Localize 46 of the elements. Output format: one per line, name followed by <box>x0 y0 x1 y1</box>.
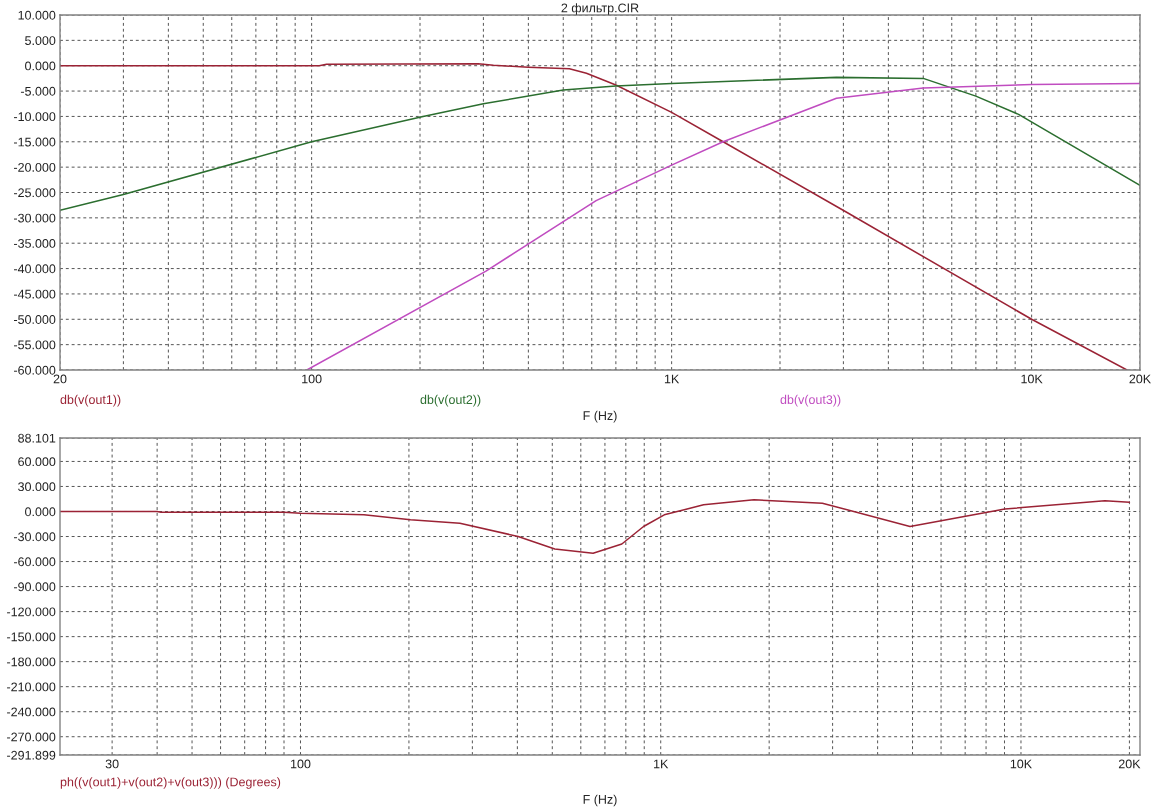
y-tick-label: -55.000 <box>14 340 56 350</box>
x-tick-label: 100 <box>302 374 322 384</box>
y-tick-label: -50.000 <box>14 315 56 324</box>
y-tick-label: -180.000 <box>7 657 56 667</box>
x-tick-label: 10K <box>1010 759 1032 769</box>
y-tick-label: -291.899 <box>7 750 56 760</box>
y-tick-label: -210.000 <box>7 682 56 692</box>
y-tick-label: -10.000 <box>14 112 56 122</box>
y-tick-label: 0.000 <box>25 507 56 517</box>
y-tick-label: 0.000 <box>25 61 56 71</box>
x-tick-label: 20K <box>1118 759 1141 769</box>
y-tick-label: -150.000 <box>7 632 56 642</box>
y-tick-label: -240.000 <box>7 707 56 717</box>
x-axis-title: F (Hz) <box>583 794 617 807</box>
y-tick-label: 10.000 <box>18 10 56 20</box>
x-tick-label: 1K <box>654 759 669 769</box>
y-tick-label: -30.000 <box>14 213 56 223</box>
text: ph((v(out1)+v(out2)+v(out3))) (Degrees) <box>60 777 281 789</box>
y-tick-label: -60.000 <box>14 365 56 375</box>
y-tick-label: -45.000 <box>14 289 56 299</box>
y-tick-label: -30.000 <box>14 532 56 542</box>
y-tick-label: 30.000 <box>18 482 56 492</box>
y-tick-label: -25.000 <box>14 188 56 198</box>
x-tick-label: 100 <box>291 759 311 769</box>
y-tick-label: -90.000 <box>14 582 56 592</box>
x-tick-label: 30 <box>105 759 119 769</box>
y-tick-label: -35.000 <box>14 239 56 248</box>
y-tick-label: -270.000 <box>7 732 56 742</box>
y-tick-label: -60.000 <box>14 557 56 567</box>
x-tick-label: 1K <box>664 374 680 384</box>
x-tick-label: 20 <box>53 374 67 384</box>
chart-title: 2 фильтр.CIR <box>561 3 639 15</box>
y-tick-label: -5.000 <box>20 86 56 96</box>
y-tick-label: 60.000 <box>18 457 56 467</box>
x-tick-label: 10K <box>1021 374 1043 384</box>
text: db(v(out3)) <box>780 394 841 407</box>
y-tick-label: 5.000 <box>25 36 56 46</box>
x-axis-title: F (Hz) <box>583 410 617 423</box>
x-tick-label: 20K <box>1129 374 1151 384</box>
y-tick-label: 88.101 <box>18 433 56 443</box>
y-tick-label: -15.000 <box>14 137 56 147</box>
y-tick-label: -120.000 <box>7 607 56 617</box>
text: db(v(out2)) <box>420 394 481 407</box>
y-tick-label: -40.000 <box>14 264 56 274</box>
y-tick-label: -20.000 <box>14 162 56 172</box>
text: db(v(out1)) <box>60 394 121 407</box>
